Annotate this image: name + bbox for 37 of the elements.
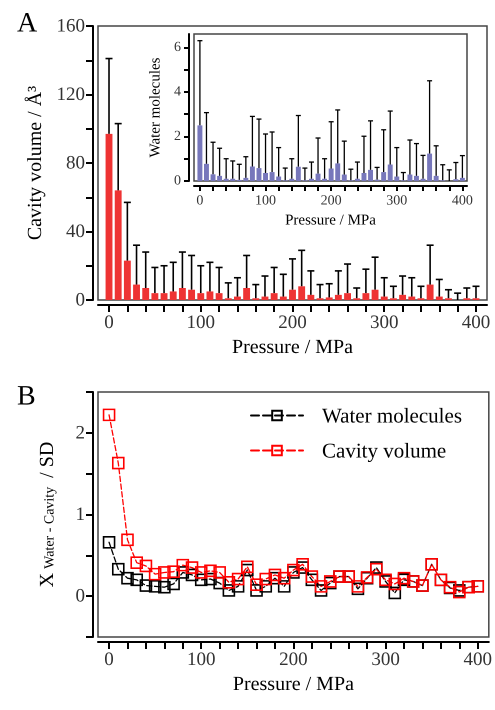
x-tick-label: 400 bbox=[452, 194, 473, 208]
y-axis-title: XWater - Cavity / SD bbox=[36, 442, 58, 588]
x-axis-title: Pressure / MPa bbox=[285, 212, 376, 228]
x-tick-label: 200 bbox=[320, 194, 342, 208]
x-axis-title: Pressure / MPa bbox=[232, 673, 354, 695]
x-tick-label: 200 bbox=[278, 312, 307, 333]
x-tick-label: 300 bbox=[386, 194, 408, 208]
y-tick-label: 4 bbox=[174, 84, 181, 100]
x-tick-label: 300 bbox=[371, 649, 400, 670]
legend-label: Water molecules bbox=[322, 404, 462, 428]
y-tick-label: 80 bbox=[66, 152, 85, 174]
y-tick-label: 1 bbox=[76, 504, 85, 525]
y-tick-label: 160 bbox=[56, 16, 85, 36]
x-tick-label: 300 bbox=[370, 312, 398, 333]
x-tick-label: 100 bbox=[255, 194, 276, 208]
chart-title: B bbox=[17, 380, 36, 412]
y-tick-label: 40 bbox=[66, 221, 85, 242]
x-tick-label: 0 bbox=[196, 194, 204, 208]
y-axis-title: Cavity volume / Å³ bbox=[24, 86, 46, 240]
x-tick-label: 400 bbox=[464, 649, 492, 670]
x-tick-label: 200 bbox=[279, 649, 308, 670]
y-tick-label: 0 bbox=[174, 174, 181, 188]
x-tick-label: 0 bbox=[104, 649, 114, 670]
y-tick-label: 0 bbox=[76, 586, 85, 607]
x-axis-title: Pressure / MPa bbox=[232, 336, 354, 358]
x-tick-label: 100 bbox=[186, 649, 216, 670]
x-tick-label: 0 bbox=[104, 312, 114, 333]
x-tick-label: 400 bbox=[462, 312, 490, 333]
chart-title: A bbox=[17, 8, 38, 38]
y-tick-label: 120 bbox=[56, 84, 85, 105]
y-tick-label: 2 bbox=[76, 422, 85, 444]
y-tick-label: 2 bbox=[174, 128, 181, 144]
y-axis-title: Water molecules bbox=[148, 57, 164, 158]
y-tick-label: 6 bbox=[174, 40, 181, 55]
y-tick-label: 0 bbox=[76, 290, 85, 310]
x-tick-label: 100 bbox=[186, 312, 216, 333]
legend-label: Cavity volume bbox=[322, 438, 446, 462]
